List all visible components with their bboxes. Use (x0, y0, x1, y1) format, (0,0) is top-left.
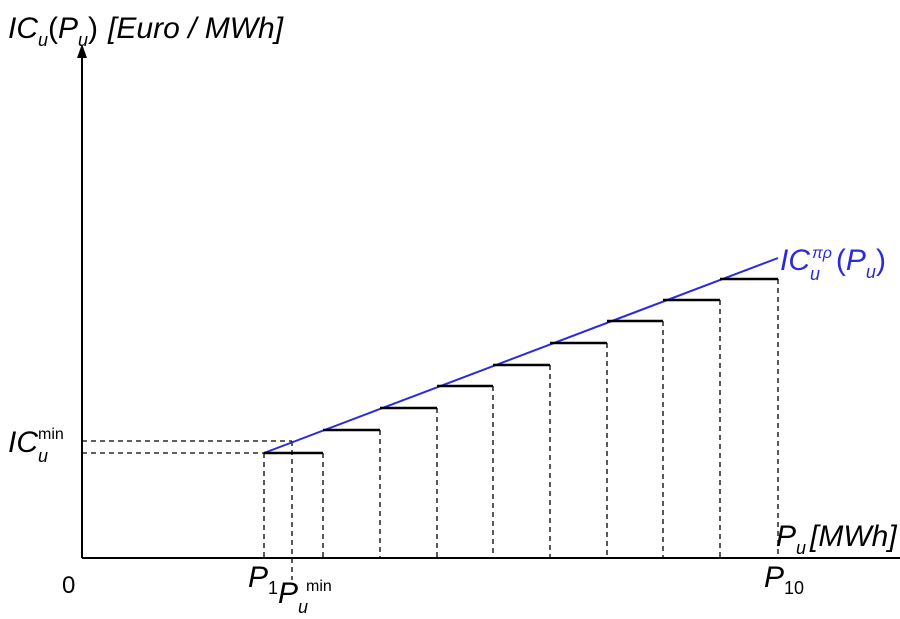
y-axis-arrow-icon (77, 44, 87, 58)
origin-label: 0 (62, 572, 75, 599)
x-axis-label: Pu [MWh] (776, 520, 897, 558)
ic-min-guides (82, 440, 292, 454)
p10-label: P10 (764, 561, 804, 598)
p1-label: P1 (248, 561, 278, 598)
curve-label: ICuπρ (Pu) (780, 244, 886, 284)
vertical-guides (263, 279, 779, 580)
ic-min-label: ICumin (8, 426, 64, 466)
pumin-label: Pumin (278, 577, 332, 617)
y-axis-label: ICu(Pu) [Euro / MWh] (8, 12, 284, 50)
step-segments (264, 277, 778, 455)
linear-cost-curve (263, 257, 779, 454)
